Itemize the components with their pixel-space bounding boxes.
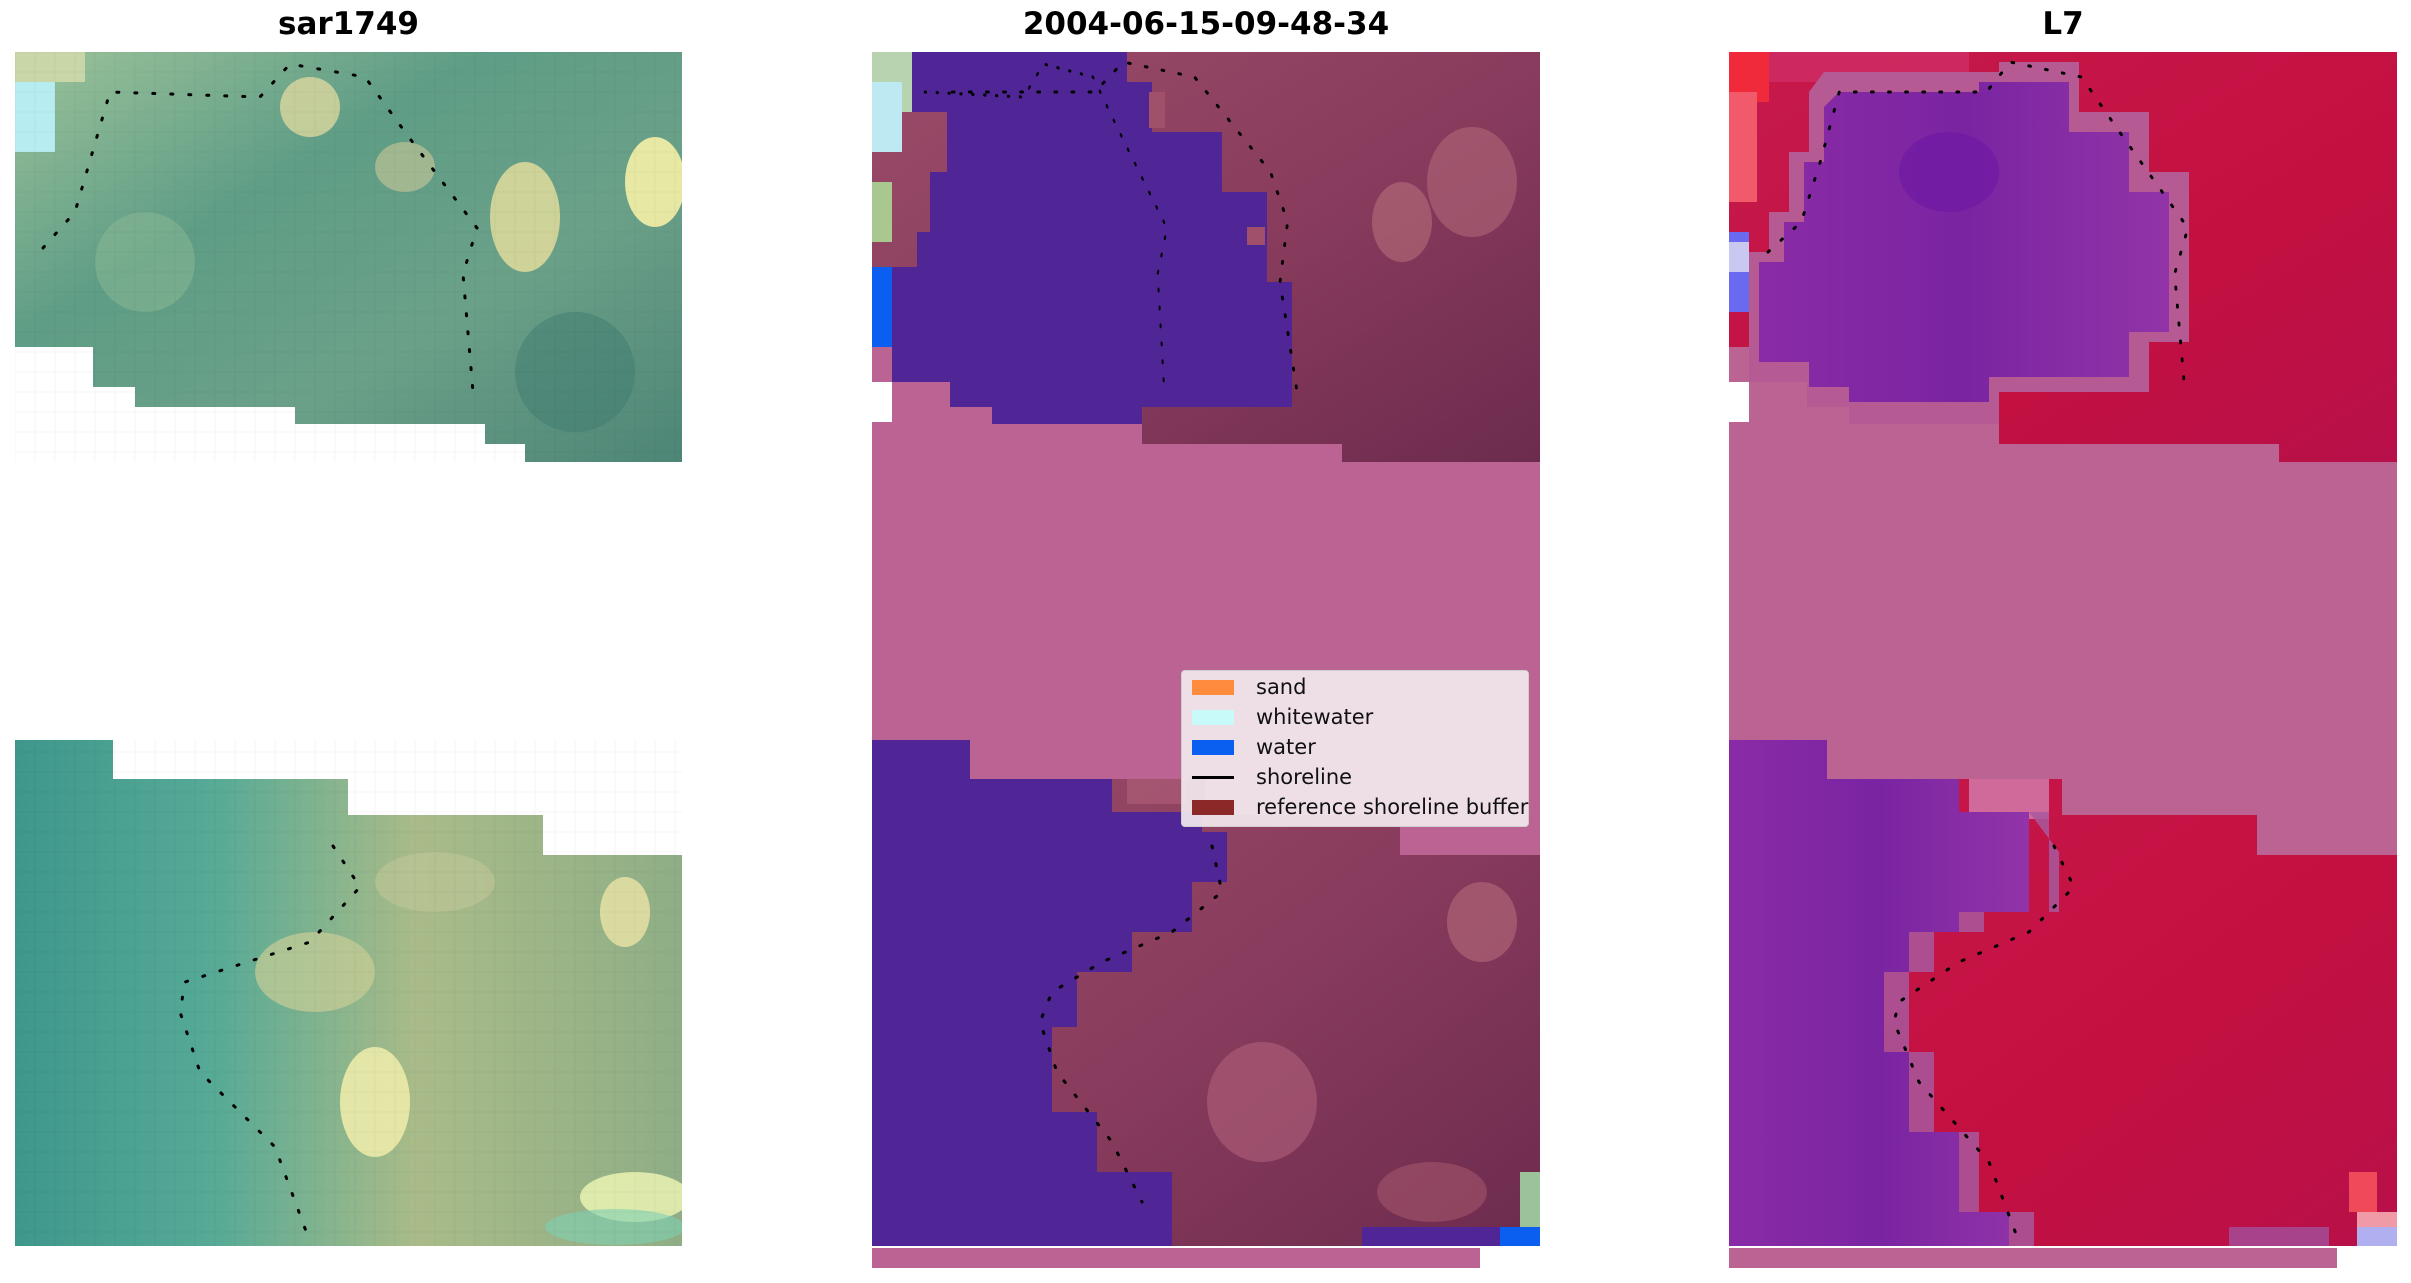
legend-label: water bbox=[1256, 735, 1316, 759]
classified-image-panel bbox=[872, 52, 1540, 1268]
legend-item-sand: sand bbox=[1192, 674, 1306, 700]
legend-item-reference-shoreline-buffer: reference shoreline buffer bbox=[1192, 794, 1528, 820]
classification-legend: sand whitewater water shoreline referenc… bbox=[1181, 670, 1529, 827]
legend-item-water: water bbox=[1192, 734, 1316, 760]
center-panel-title: 2004-06-15-09-48-34 bbox=[1022, 6, 1390, 42]
legend-swatch-buffer bbox=[1192, 799, 1234, 815]
shoreline-top bbox=[41, 62, 479, 394]
shoreline-bottom bbox=[178, 844, 362, 1244]
right-panel-title: L7 bbox=[2042, 6, 2084, 42]
legend-item-shoreline: shoreline bbox=[1192, 764, 1352, 790]
legend-swatch-whitewater bbox=[1192, 709, 1234, 725]
index-image bbox=[1729, 52, 2397, 1268]
legend-swatch-water bbox=[1192, 739, 1234, 755]
classified-image bbox=[872, 52, 1540, 1268]
legend-label: whitewater bbox=[1256, 705, 1374, 729]
legend-label: sand bbox=[1256, 675, 1307, 699]
rgb-image-panel bbox=[15, 52, 682, 1268]
legend-line-shoreline bbox=[1192, 775, 1234, 779]
legend-label: reference shoreline buffer bbox=[1256, 795, 1529, 819]
legend-item-whitewater: whitewater bbox=[1192, 704, 1373, 730]
rgb-image bbox=[15, 52, 682, 1246]
legend-label: shoreline bbox=[1256, 765, 1353, 789]
left-panel-title: sar1749 bbox=[278, 6, 419, 42]
legend-swatch-sand bbox=[1192, 679, 1234, 695]
index-image-panel bbox=[1729, 52, 2397, 1268]
